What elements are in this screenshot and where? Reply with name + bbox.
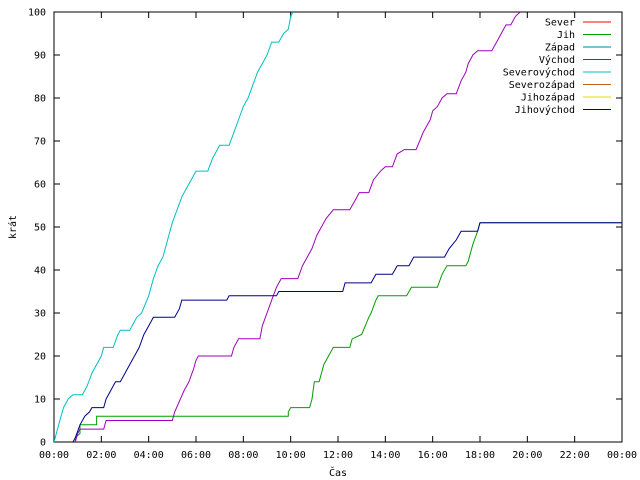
x-tick-label: 00:00	[607, 450, 637, 461]
legend-label: Jih	[557, 30, 575, 41]
y-tick-label: 0	[40, 438, 46, 449]
chart-ticks: 0 10 20 30 40 50 60 70 80 90 100 00:00 02:00 04:00 06:…	[28, 8, 637, 462]
y-tick-label: 90	[34, 51, 46, 62]
x-tick-label: 10:00	[276, 450, 306, 461]
legend-label: Severozápad	[509, 79, 575, 91]
y-axis-label: krát	[7, 215, 19, 239]
legend-label: Severovýchod	[503, 67, 575, 79]
y-tick-label: 80	[34, 94, 46, 105]
y-tick-label: 70	[34, 137, 46, 148]
series-line-1	[74, 222, 622, 442]
legend-label: Západ	[545, 42, 575, 54]
x-tick-label: 20:00	[512, 450, 542, 461]
y-tick-label: 20	[34, 352, 46, 363]
legend-label: Jihozápad	[521, 92, 575, 104]
x-tick-label: 18:00	[465, 450, 495, 461]
x-tick-label: 16:00	[418, 450, 448, 461]
legend-label: Východ	[539, 54, 575, 66]
x-tick-label: 14:00	[370, 450, 400, 461]
x-tick-label: 12:00	[323, 450, 353, 461]
legend-label: Sever	[545, 18, 575, 29]
chart-legend: SeverJihZápadVýchodSeverovýchodSeverozáp…	[503, 18, 611, 116]
chart-series	[54, 12, 622, 442]
x-tick-label: 04:00	[134, 450, 164, 461]
x-tick-label: 08:00	[228, 450, 258, 461]
series-line-4	[54, 12, 294, 442]
series-line-7	[72, 222, 622, 442]
y-tick-label: 50	[34, 223, 46, 234]
x-tick-label: 00:00	[39, 450, 69, 461]
series-line-3	[74, 12, 521, 442]
y-tick-label: 40	[34, 266, 46, 277]
x-tick-label: 22:00	[560, 450, 590, 461]
x-tick-label: 02:00	[86, 450, 116, 461]
legend-label: Jihovýchod	[515, 104, 575, 116]
y-tick-label: 10	[34, 395, 46, 406]
y-tick-label: 60	[34, 180, 46, 191]
y-tick-label: 100	[28, 8, 46, 19]
x-axis-label: Čas	[329, 466, 347, 479]
y-tick-label: 30	[34, 309, 46, 320]
x-tick-label: 06:00	[181, 450, 211, 461]
